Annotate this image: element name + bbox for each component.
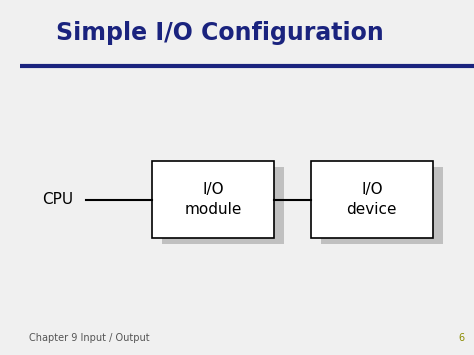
Text: 6: 6 — [459, 333, 465, 343]
Text: Chapter 9 Input / Output: Chapter 9 Input / Output — [29, 333, 150, 343]
Text: module: module — [184, 202, 242, 217]
Text: I/O: I/O — [202, 182, 224, 197]
Text: device: device — [346, 202, 397, 217]
Bar — [310, 161, 433, 238]
Text: I/O: I/O — [361, 182, 383, 197]
Bar — [320, 167, 443, 244]
Bar — [152, 161, 274, 238]
Bar — [162, 167, 284, 244]
Text: Simple I/O Configuration: Simple I/O Configuration — [56, 21, 384, 45]
Text: CPU: CPU — [43, 192, 74, 207]
